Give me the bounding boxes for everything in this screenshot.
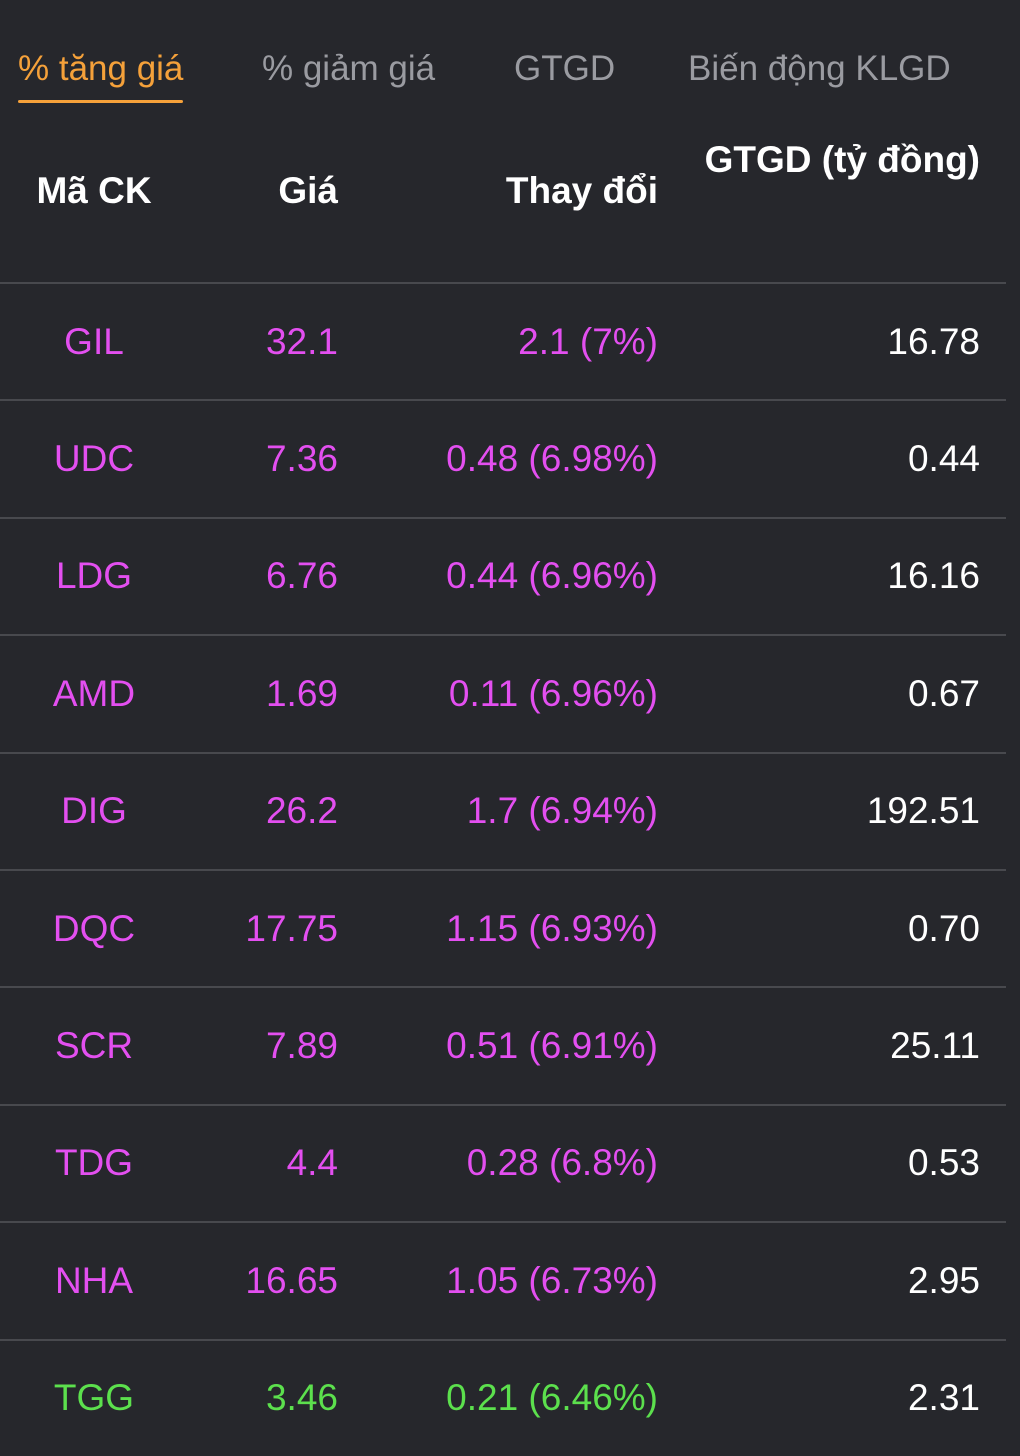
table-body: GIL 32.1 2.1 (7%) 16.78 UDC 7.36 0.48 (6.98%) 0… (0, 284, 1006, 1456)
stock-code: DIG (61, 790, 127, 832)
header-change: Thay đổi (505, 170, 658, 211)
header-price: Giá (278, 170, 338, 211)
stock-change: 0.44 (6.96%) (446, 555, 658, 597)
tab-percent-increase[interactable]: % tăng giá (18, 46, 184, 103)
stock-trading-value: 0.70 (907, 907, 980, 949)
stock-price: 16.65 (245, 1259, 338, 1301)
stock-trading-value: 16.16 (887, 555, 980, 597)
stock-change: 0.11 (6.96%) (448, 672, 658, 714)
stock-price: 6.76 (265, 555, 338, 597)
stock-change: 1.7 (6.94%) (466, 790, 658, 832)
stock-code: TDG (54, 1142, 134, 1184)
tab-label: GTGD (514, 49, 616, 88)
tab-label: Biến động KLGD (688, 49, 951, 88)
table-row[interactable]: DQC 17.75 1.15 (6.93%) 0.70 (0, 871, 1006, 989)
stock-change: 2.1 (7%) (518, 320, 658, 362)
stock-price: 17.75 (245, 907, 338, 949)
table-row[interactable]: TGG 3.46 0.21 (6.46%) 2.31 (0, 1341, 1006, 1456)
stock-code: AMD (52, 672, 136, 714)
stock-trading-value: 25.11 (890, 1025, 980, 1067)
stock-change: 0.28 (6.8%) (466, 1142, 658, 1184)
stock-price: 3.46 (265, 1377, 338, 1419)
table-row[interactable]: LDG 6.76 0.44 (6.96%) 16.16 (0, 519, 1006, 637)
table-row[interactable]: NHA 16.65 1.05 (6.73%) 2.95 (0, 1223, 1006, 1341)
stock-trading-value: 16.78 (887, 320, 980, 362)
stock-change: 0.51 (6.91%) (446, 1025, 658, 1067)
stock-code: NHA (54, 1259, 134, 1301)
stock-change: 1.05 (6.73%) (446, 1259, 658, 1301)
table-row[interactable]: AMD 1.69 0.11 (6.96%) 0.67 (0, 636, 1006, 754)
tab-percent-decrease[interactable]: % giảm giá (262, 46, 435, 92)
table-row[interactable]: GIL 32.1 2.1 (7%) 16.78 (0, 284, 1006, 402)
stock-price: 7.89 (265, 1025, 338, 1067)
header-trading-value: GTGD (tỷ đồng) (704, 139, 980, 180)
stock-price: 4.4 (286, 1142, 338, 1184)
table-header: Mã CK Giá Thay đổi GTGD (tỷ đồng) (0, 110, 1006, 284)
stock-price: 26.2 (265, 790, 338, 832)
stock-trading-value: 0.67 (907, 672, 980, 714)
stock-price: 32.1 (265, 320, 338, 362)
stock-change: 1.15 (6.93%) (446, 907, 658, 949)
active-tab-underline (18, 100, 184, 103)
stock-price: 7.36 (265, 438, 338, 480)
tab-label: % tăng giá (18, 49, 184, 88)
header-code: Mã CK (36, 170, 152, 211)
stock-price: 1.69 (265, 672, 338, 714)
stock-trading-value: 0.44 (907, 438, 980, 480)
tab-bar: % tăng giá % giảm giá GTGD Biến động KLG… (0, 0, 1020, 110)
stock-code: LDG (55, 555, 133, 597)
stock-code: SCR (54, 1025, 134, 1067)
stock-change: 0.48 (6.98%) (446, 438, 658, 480)
table-row[interactable]: SCR 7.89 0.51 (6.91%) 25.11 (0, 988, 1006, 1106)
stock-trading-value: 0.53 (907, 1142, 980, 1184)
tab-volume-change[interactable]: Biến động KLGD (688, 46, 951, 92)
table-row[interactable]: UDC 7.36 0.48 (6.98%) 0.44 (0, 401, 1006, 519)
stock-code: DQC (52, 907, 136, 949)
stock-trading-value: 192.51 (866, 790, 980, 832)
stock-trading-value: 2.31 (907, 1377, 980, 1419)
table-row[interactable]: TDG 4.4 0.28 (6.8%) 0.53 (0, 1106, 1006, 1224)
stock-code: UDC (53, 438, 135, 480)
stock-table: Mã CK Giá Thay đổi GTGD (tỷ đồng) GIL 32.… (0, 110, 1006, 1456)
table-row[interactable]: DIG 26.2 1.7 (6.94%) 192.51 (0, 754, 1006, 871)
stock-change: 0.21 (6.46%) (446, 1377, 658, 1419)
tab-trading-value[interactable]: GTGD (514, 46, 615, 92)
tab-label: % giảm giá (262, 49, 436, 88)
stock-trading-value: 2.95 (907, 1259, 980, 1301)
stock-code: GIL (64, 320, 124, 362)
stock-code: TGG (53, 1377, 135, 1419)
